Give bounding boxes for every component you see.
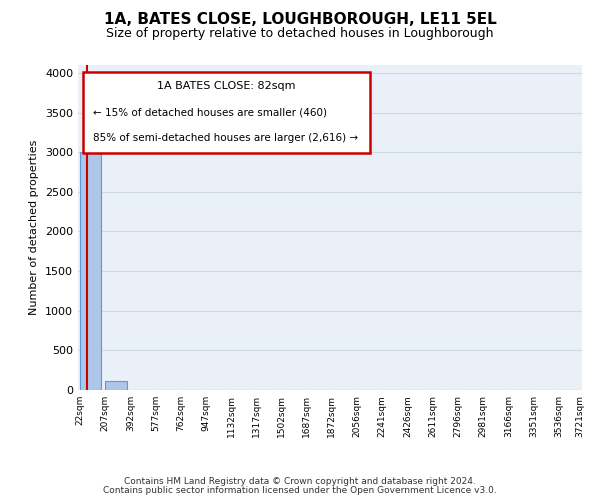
Bar <box>105 382 127 390</box>
Text: 1A, BATES CLOSE, LOUGHBOROUGH, LE11 5EL: 1A, BATES CLOSE, LOUGHBOROUGH, LE11 5EL <box>104 12 496 28</box>
Text: Contains public sector information licensed under the Open Government Licence v3: Contains public sector information licen… <box>103 486 497 495</box>
Bar <box>80 152 101 390</box>
Text: Contains HM Land Registry data © Crown copyright and database right 2024.: Contains HM Land Registry data © Crown c… <box>124 477 476 486</box>
Y-axis label: Number of detached properties: Number of detached properties <box>29 140 40 315</box>
Text: 1A BATES CLOSE: 82sqm: 1A BATES CLOSE: 82sqm <box>157 81 296 91</box>
Text: Size of property relative to detached houses in Loughborough: Size of property relative to detached ho… <box>106 28 494 40</box>
FancyBboxPatch shape <box>83 72 370 153</box>
Text: ← 15% of detached houses are smaller (460): ← 15% of detached houses are smaller (46… <box>93 108 327 117</box>
Text: 85% of semi-detached houses are larger (2,616) →: 85% of semi-detached houses are larger (… <box>93 133 358 143</box>
